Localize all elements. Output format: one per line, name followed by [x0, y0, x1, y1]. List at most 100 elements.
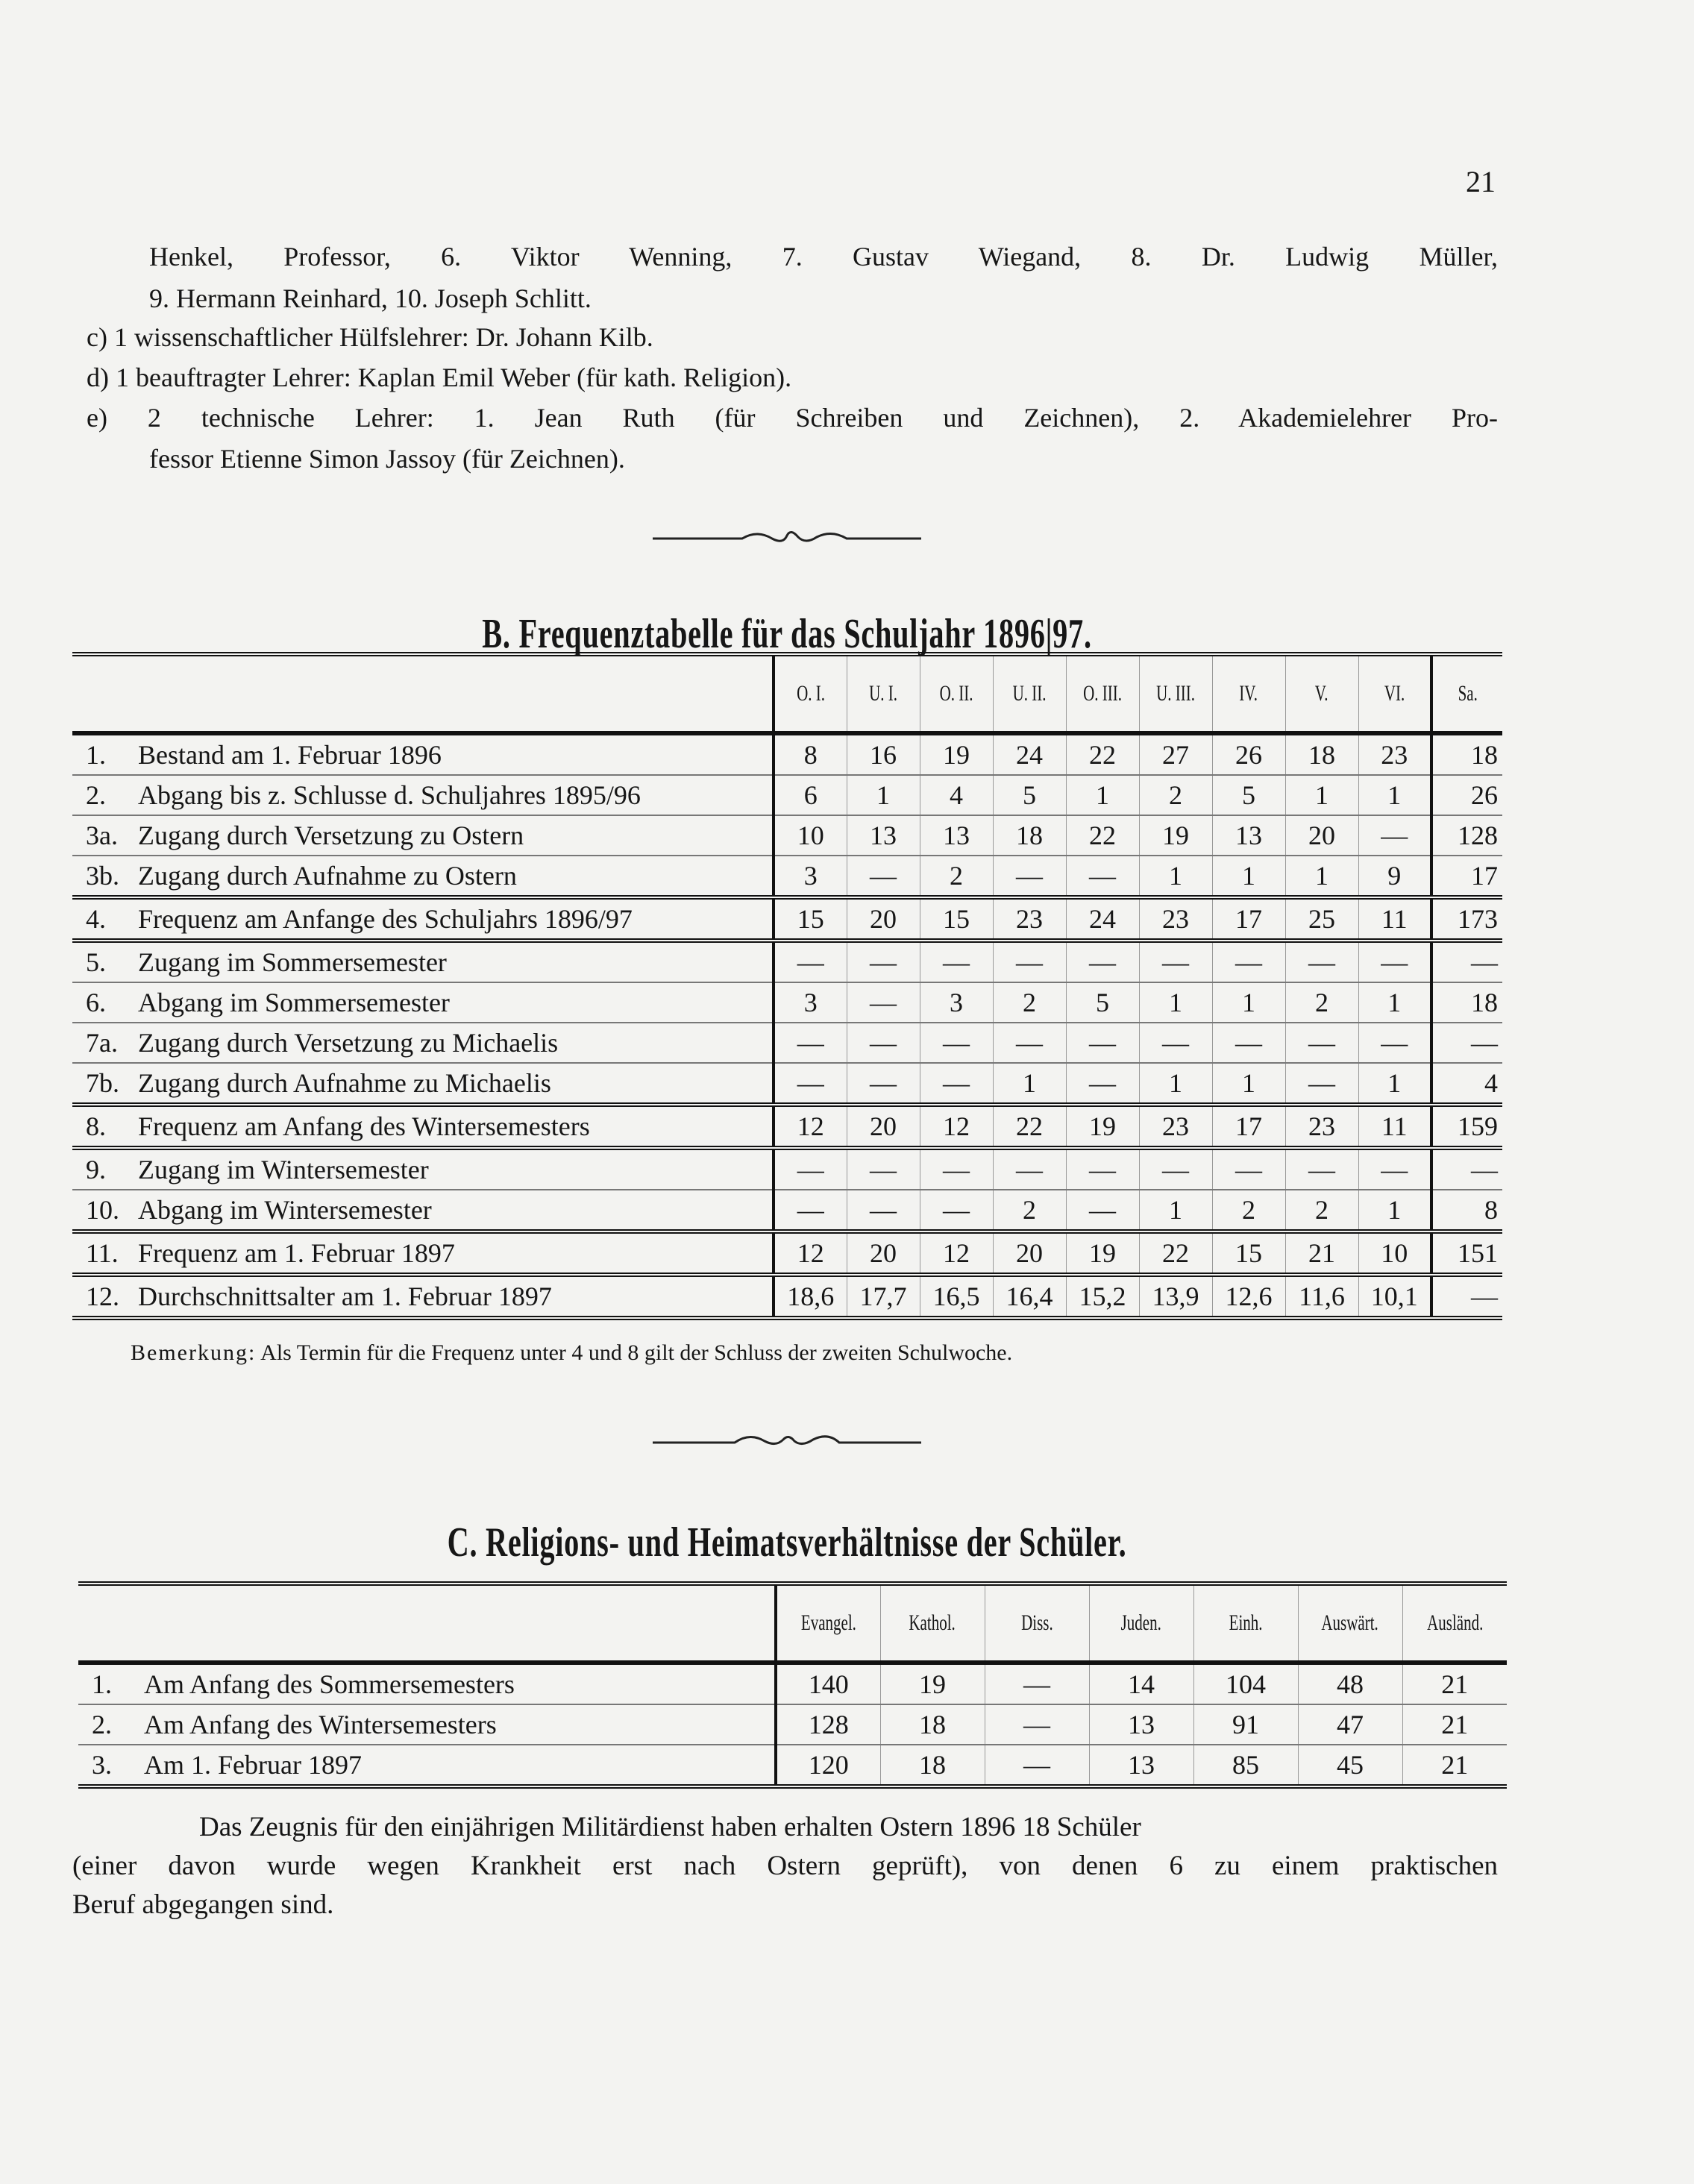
row-label: 10. Abgang im Wintersemester [72, 1190, 774, 1234]
row-label: 6. Abgang im Sommersemester [72, 982, 774, 1023]
table-cell: 11 [1358, 897, 1431, 943]
table-cell: 3 [919, 982, 993, 1023]
column-header: U. I. [846, 656, 920, 735]
column-header-label: O. I. [796, 681, 825, 706]
column-header-label: U. II. [1012, 681, 1047, 706]
closing-line: Beruf abgegangen sind. [72, 1889, 334, 1920]
table-row: 3a. Zugang durch Versetzung zu Ostern 10 13… [72, 815, 1502, 856]
closing-line: Das Zeugnis für den einjährigen Militärd… [199, 1812, 1141, 1842]
table-cell: — [919, 941, 993, 983]
column-header: Kathol. [879, 1586, 985, 1665]
row-label-text: Abgang im Wintersemester [138, 1195, 432, 1225]
table-cell: — [846, 1023, 920, 1064]
column-header: Einh. [1193, 1586, 1298, 1665]
table-cell: 17,7 [846, 1275, 920, 1320]
table-cell: 12 [772, 1231, 847, 1277]
row-number: 3. [92, 1750, 112, 1780]
column-header: Ausländ. [1402, 1586, 1507, 1665]
row-label-text: Zugang durch Aufnahme zu Ostern [138, 861, 517, 891]
table-cell: 23 [1138, 897, 1212, 943]
table-row: 12. Durchschnittsalter am 1. Februar 1897… [72, 1275, 1502, 1320]
row-number: 11. [86, 1238, 119, 1268]
row-label-text: Am Anfang des Wintersemesters [144, 1710, 497, 1739]
table-cell: 11 [1358, 1105, 1431, 1150]
ornament-divider-icon [653, 531, 921, 542]
table-cell: 13 [1088, 1745, 1193, 1789]
table-cell: 18 [879, 1745, 985, 1789]
table-cell: — [1138, 1148, 1212, 1190]
table-cell: 20 [846, 897, 920, 943]
table-cell: — [984, 1704, 1089, 1745]
staff-line: c) 1 wissenschaftlicher Hülfslehrer: Dr.… [87, 322, 653, 352]
row-label-text: Bestand am 1. Februar 1896 [138, 740, 442, 770]
table-cell: — [1065, 856, 1139, 900]
column-header: U. II. [992, 656, 1066, 735]
table-cell: 23 [1138, 1105, 1212, 1150]
table-row: 10. Abgang im Wintersemester — — —2—1 2 2 1 8 [72, 1190, 1502, 1234]
row-label: 8. Frequenz am Anfang des Wintersemesters [72, 1105, 774, 1150]
table-cell: 19 [919, 733, 993, 776]
table-cell: — [1065, 1063, 1139, 1107]
table-cell: 2 [992, 982, 1066, 1023]
table-cell: 13 [919, 815, 993, 856]
column-header: O. III. [1065, 656, 1139, 735]
table-cell: — [1065, 941, 1139, 983]
column-header-label: IV. [1239, 681, 1258, 706]
row-label: 3b. Zugang durch Aufnahme zu Ostern [72, 856, 774, 900]
column-header-label: U. I. [869, 681, 897, 706]
row-number: 8. [86, 1111, 106, 1141]
table-cell: — [919, 1063, 993, 1107]
remark-label: Bemerkung: [131, 1340, 257, 1365]
table-cell: 21 [1284, 1231, 1358, 1277]
table-cell: — [772, 1148, 847, 1190]
table-cell: — [1065, 1190, 1139, 1234]
table-cell: 23 [1358, 733, 1431, 776]
table-cell: — [772, 1190, 847, 1234]
table-cell: 6 [772, 775, 847, 816]
row-label: 3a. Zugang durch Versetzung zu Ostern [72, 815, 774, 856]
table-cell: 17 [1430, 856, 1502, 900]
column-header-label: Ausländ. [1426, 1610, 1483, 1635]
row-label: 12. Durchschnittsalter am 1. Februar 1897 [72, 1275, 774, 1320]
table-cell: — [1211, 941, 1285, 983]
table-cell: 8 [772, 733, 847, 776]
table-cell: 12 [919, 1231, 993, 1277]
table-cell: 12 [919, 1105, 993, 1150]
table-cell: — [992, 1023, 1066, 1064]
row-label-text: Am 1. Februar 1897 [144, 1750, 362, 1780]
table-cell: 18 [879, 1704, 985, 1745]
table-cell: — [919, 1023, 993, 1064]
table-cell: 10 [1358, 1231, 1431, 1277]
table-cell: 1 [1358, 1063, 1431, 1107]
column-header: Evangel. [774, 1586, 880, 1665]
table-cell: 13 [1088, 1704, 1193, 1745]
row-label-text: Zugang durch Aufnahme zu Michaelis [138, 1068, 551, 1098]
table-cell: 16,4 [992, 1275, 1066, 1320]
table-cell: 1 [1065, 775, 1139, 816]
table-cell: 1 [1358, 775, 1431, 816]
table-row: 1. Bestand am 1. Februar 1896 8 16 19 24 22 27 2… [72, 733, 1502, 776]
table-cell: 24 [992, 733, 1066, 776]
row-number: 7a. [86, 1028, 118, 1058]
remark-text: Als Termin für die Frequenz unter 4 und … [260, 1340, 1013, 1365]
religion-table: Evangel. Kathol. Diss. Juden. Einh. Auswärt. A… [78, 1586, 1507, 1789]
table-row: 3. Am 1. Februar 1897 120 18—13 85 45 21 [78, 1745, 1507, 1789]
column-header: U. III. [1138, 656, 1212, 735]
table-cell: 2 [1138, 775, 1212, 816]
column-header-label: Auswärt. [1321, 1610, 1379, 1635]
table-row: 7a. Zugang durch Versetzung zu Michaelis —… [72, 1023, 1502, 1064]
column-header: Diss. [984, 1586, 1089, 1665]
table-cell: 22 [992, 1105, 1066, 1150]
row-label-text: Abgang im Sommersemester [138, 988, 450, 1017]
table-cell: 13,9 [1138, 1275, 1212, 1320]
table-cell: 1 [1138, 856, 1212, 900]
row-number: 7b. [86, 1068, 119, 1098]
column-header: O. I. [772, 656, 847, 735]
table-c-top-rule [78, 1581, 1507, 1586]
row-number: 6. [86, 988, 106, 1017]
table-cell: 1 [846, 775, 920, 816]
table-cell: — [1284, 1063, 1358, 1107]
table-cell: 15 [919, 897, 993, 943]
table-cell: — [1430, 1023, 1502, 1064]
column-header: IV. [1211, 656, 1285, 735]
